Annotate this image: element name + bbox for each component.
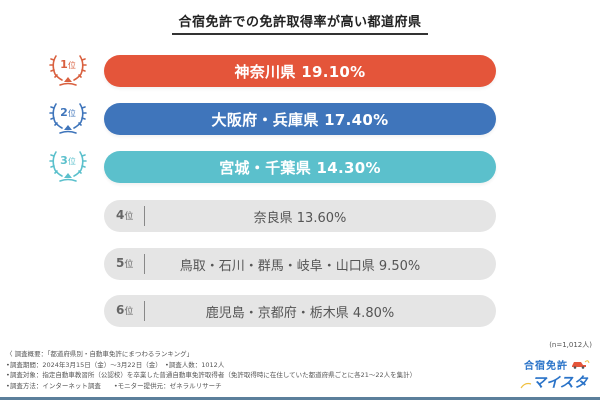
logo-line-2: マイスター [532, 375, 588, 400]
bar-label: 大阪府・兵庫県 17.40% [211, 110, 389, 129]
title-underline [172, 33, 428, 35]
bar-rank-2: 大阪府・兵庫県 17.40% [104, 103, 496, 135]
rank-label: 5位 [116, 256, 134, 270]
brand-logo: 合宿免許 マイスター [520, 357, 592, 400]
note-line: 〈 調査概要：「都道府県別・自動車免許にまつわるランキング」 [6, 350, 194, 358]
bar-label: 神奈川県 19.10% [234, 62, 366, 81]
bar-rank-5: 5位 鳥取・石川・群馬・岐阜・山口県 9.50% [104, 248, 496, 280]
bar-label: 鳥取・石川・群馬・岐阜・山口県 9.50% [179, 258, 421, 274]
rank-suffix: 位 [67, 109, 76, 118]
rank-suffix: 位 [67, 157, 76, 166]
note-line: •調査期間：2024年3月15日（金）〜3月22日（金） •調査人数：1012人 [6, 360, 225, 369]
bar-label: 奈良県 13.60% [253, 210, 347, 226]
rank-divider [144, 254, 145, 274]
rank-divider [144, 206, 145, 226]
rank-1-laurel-badge: 1位 [48, 52, 88, 88]
laurel-icon [49, 151, 87, 182]
bottom-border [0, 397, 600, 400]
car-icon [572, 360, 590, 369]
rank-label: 4位 [116, 208, 134, 222]
laurel-icon [49, 103, 87, 134]
rank-number: 3 [60, 154, 68, 167]
rank-3-laurel-badge: 3位 [48, 148, 88, 184]
bar-rank-4: 4位 奈良県 13.60% [104, 200, 496, 232]
bar-label: 宮城・千葉県 14.30% [219, 158, 381, 177]
rank-label: 6位 [116, 303, 134, 317]
rank-2-laurel-badge: 2位 [48, 100, 88, 136]
bar-rank-3: 宮城・千葉県 14.30% [104, 151, 496, 183]
note-line: •調査方法：インターネット調査 •モニター提供元：ゼネラルリサーチ [6, 381, 222, 390]
chart-title: 合宿免許での免許取得率が高い都道府県 [178, 15, 422, 30]
bar-rank-6: 6位 鹿児島・京都府・栃木県 4.80% [104, 295, 496, 327]
laurel-icon [49, 55, 87, 86]
bar-rank-1: 神奈川県 19.10% [104, 55, 496, 87]
rank-suffix: 位 [67, 61, 76, 70]
bar-label: 鹿児島・京都府・栃木県 4.80% [205, 305, 395, 321]
swoosh-icon [520, 382, 532, 389]
survey-notes: 〈 調査概要：「都道府県別・自動車免許にまつわるランキング」 •調査期間：202… [6, 349, 416, 391]
sample-size-label: (n=1,012人) [549, 341, 592, 349]
logo-line-1: 合宿免許 [524, 361, 568, 372]
rank-divider [144, 301, 145, 321]
rank-number: 1 [60, 58, 68, 71]
rank-number: 2 [60, 106, 68, 119]
note-line: •調査対象：指定自動車教習所（公認校）を卒業した普通自動車免許取得者（免許取得時… [6, 371, 417, 379]
